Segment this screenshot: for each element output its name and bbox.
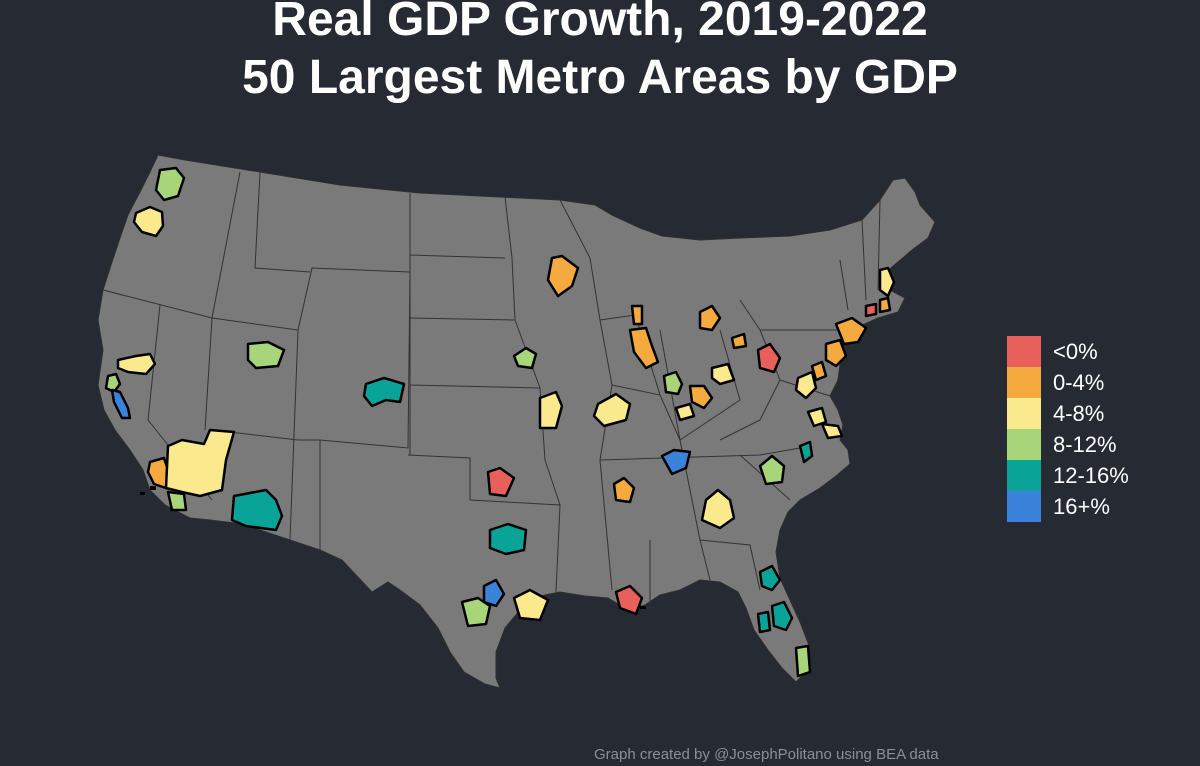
metro-kansas-city	[538, 390, 564, 430]
metro-richmond	[806, 406, 828, 428]
metro-areas	[104, 166, 896, 678]
metro-cleveland	[730, 332, 748, 350]
metro-seattle	[154, 166, 186, 202]
metro-boston	[878, 266, 896, 298]
metro-phoenix	[230, 488, 284, 532]
metro-milwaukee	[630, 304, 644, 326]
metro-salt-lake	[246, 340, 286, 370]
metro-oklahoma-city	[486, 466, 516, 498]
metro-detroit	[698, 304, 722, 332]
metro-nashville	[660, 448, 692, 476]
legend-label: 4-8%	[1053, 401, 1105, 426]
metro-san-antonio	[460, 596, 492, 628]
metro-houston	[512, 588, 550, 622]
coastal-details	[140, 486, 646, 609]
metro-orlando	[770, 600, 794, 632]
legend-swatch	[1007, 367, 1041, 398]
metro-new-orleans	[614, 584, 644, 616]
legend-swatch	[1007, 429, 1041, 460]
metro-tampa	[756, 610, 772, 634]
legend-swatch	[1007, 460, 1041, 491]
metro-san-diego	[166, 490, 188, 512]
legend-label: 0-4%	[1053, 370, 1105, 395]
gulf-island	[640, 606, 646, 609]
metro-san-francisco	[104, 372, 122, 394]
metro-memphis	[612, 476, 636, 504]
metro-miami	[794, 644, 812, 678]
metro-baltimore	[810, 360, 828, 382]
legend-swatch	[1007, 336, 1041, 367]
source-credit: Graph created by @JosephPolitano using B…	[594, 746, 939, 763]
metro-chicago	[628, 326, 660, 370]
metro-riverside	[164, 428, 236, 498]
metro-st-louis	[592, 392, 632, 428]
metro-san-jose	[110, 388, 132, 420]
metro-omaha	[512, 346, 538, 370]
legend-label: <0%	[1053, 339, 1098, 364]
legend-swatch	[1007, 491, 1041, 522]
metro-austin	[482, 578, 506, 608]
chart-title-line-1: Real GDP Growth, 2019-2022	[272, 0, 928, 46]
metro-philadelphia	[824, 338, 848, 368]
metro-pittsburgh	[756, 342, 782, 374]
metro-jacksonville	[758, 564, 782, 592]
metro-columbus	[710, 362, 736, 386]
legend-label: 16+%	[1053, 494, 1110, 519]
metro-providence	[878, 296, 892, 314]
metro-new-york	[834, 316, 868, 346]
legend-label: 8-12%	[1053, 432, 1117, 457]
legend-swatch	[1007, 398, 1041, 429]
metro-indianapolis	[662, 370, 684, 396]
chart-title-line-2: 50 Largest Metro Areas by GDP	[242, 51, 958, 104]
metro-minneapolis	[546, 254, 580, 298]
metro-sacramento	[116, 352, 157, 376]
metro-hartford	[864, 302, 878, 318]
metro-portland	[132, 205, 165, 238]
metro-washington	[794, 370, 818, 400]
metro-dallas	[488, 522, 528, 556]
metro-charlotte	[758, 454, 786, 486]
channel-island	[140, 492, 145, 495]
metro-raleigh	[798, 440, 814, 464]
metro-denver	[362, 376, 406, 408]
metro-atlanta	[700, 488, 736, 530]
metro-virginia-beach	[820, 422, 844, 440]
metro-louisville	[674, 402, 696, 422]
metro-cincinnati	[688, 384, 714, 410]
channel-island	[150, 486, 156, 490]
legend-label: 12-16%	[1053, 463, 1129, 488]
